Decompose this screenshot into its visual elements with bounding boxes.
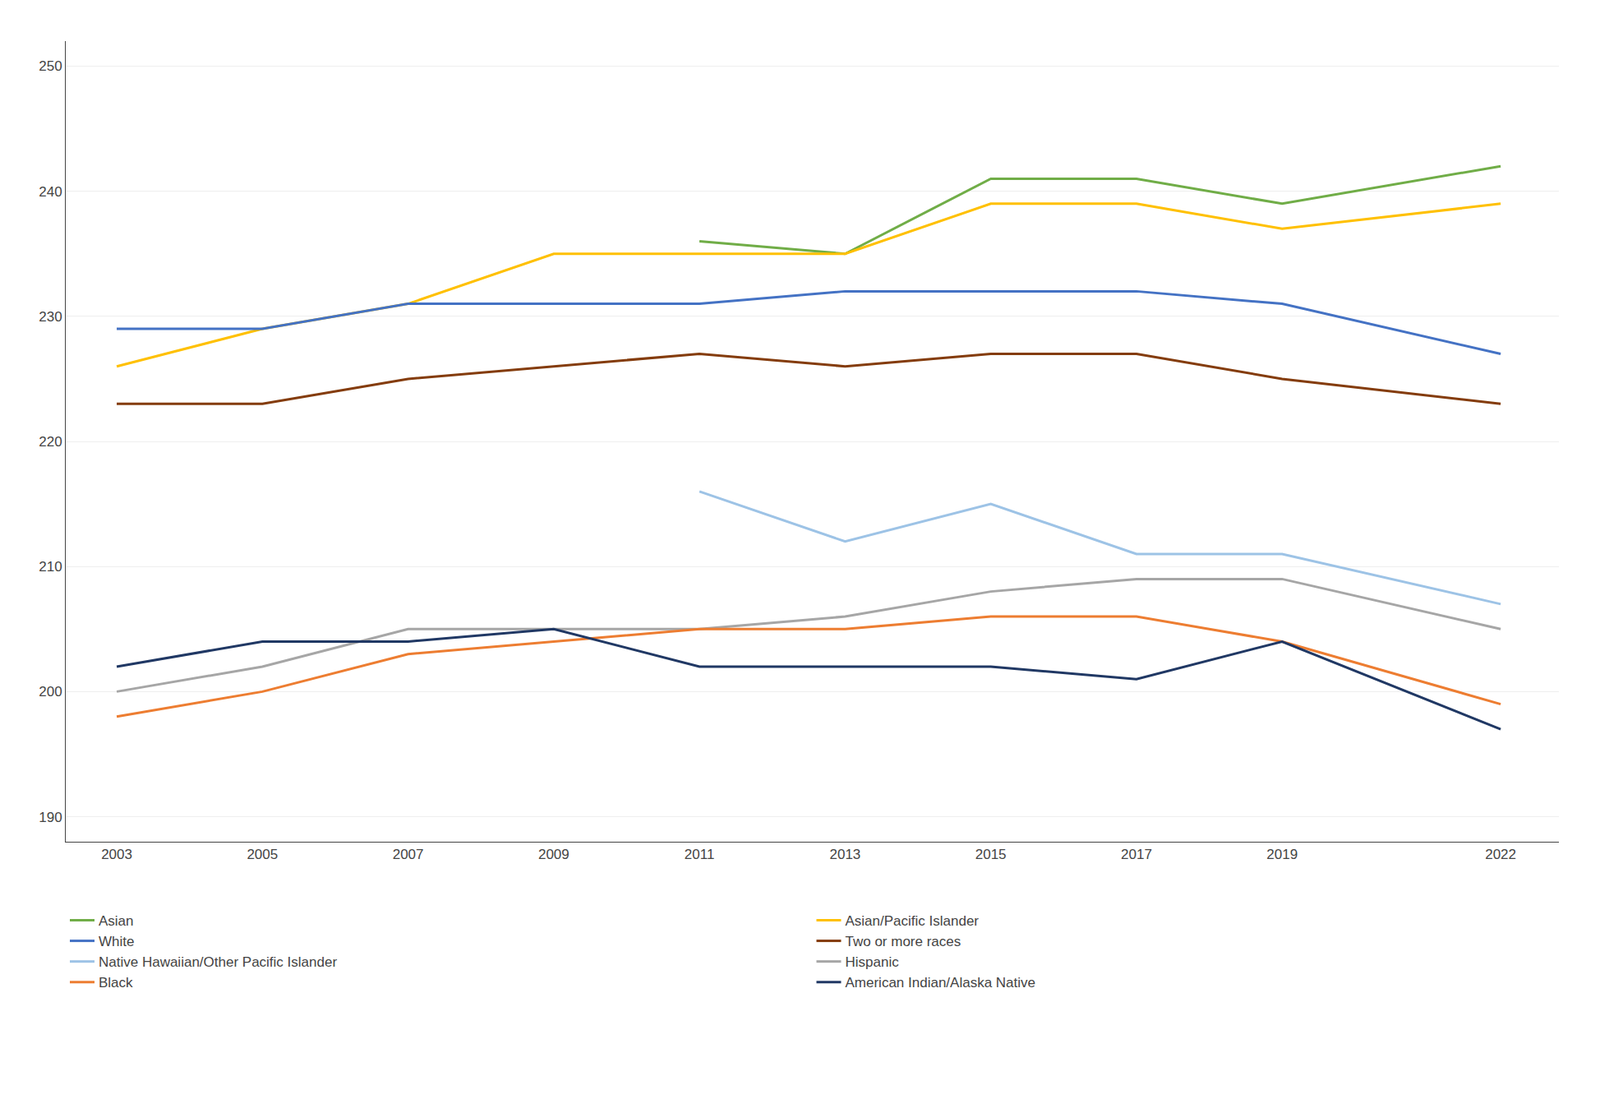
svg-text:Two or more races: Two or more races — [845, 933, 962, 950]
svg-text:200: 200 — [38, 683, 62, 700]
svg-text:2017: 2017 — [1120, 846, 1153, 863]
svg-text:2009: 2009 — [538, 846, 570, 863]
svg-text:American Indian/Alaska Native: American Indian/Alaska Native — [845, 974, 1037, 991]
svg-text:210: 210 — [38, 558, 62, 575]
svg-text:2022: 2022 — [1484, 846, 1517, 863]
svg-text:Hispanic: Hispanic — [845, 954, 900, 970]
svg-text:190: 190 — [38, 809, 62, 826]
svg-text:Native Hawaiian/Other Pacific: Native Hawaiian/Other Pacific Islander — [98, 954, 337, 970]
svg-text:2003: 2003 — [101, 846, 133, 863]
svg-text:2013: 2013 — [829, 846, 861, 863]
svg-text:2011: 2011 — [684, 846, 715, 863]
svg-text:Asian/Pacific Islander: Asian/Pacific Islander — [845, 912, 980, 929]
svg-text:2019: 2019 — [1266, 846, 1298, 863]
svg-text:2015: 2015 — [975, 846, 1007, 863]
svg-text:White: White — [98, 933, 134, 950]
svg-text:Asian: Asian — [98, 912, 134, 929]
svg-text:240: 240 — [38, 184, 62, 200]
svg-text:230: 230 — [38, 308, 62, 325]
svg-text:2007: 2007 — [392, 846, 425, 863]
svg-text:250: 250 — [38, 58, 62, 74]
svg-text:2005: 2005 — [246, 846, 278, 863]
svg-text:Black: Black — [98, 974, 134, 991]
svg-text:220: 220 — [38, 433, 62, 450]
